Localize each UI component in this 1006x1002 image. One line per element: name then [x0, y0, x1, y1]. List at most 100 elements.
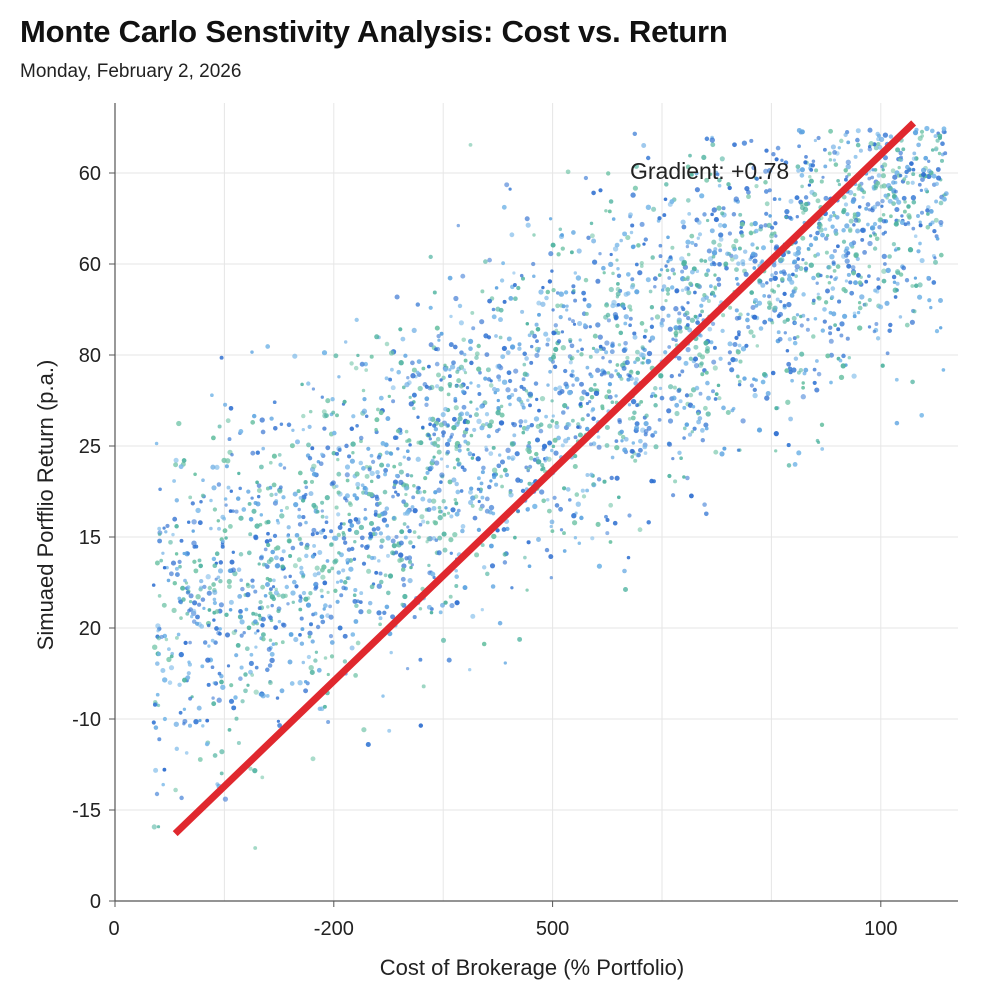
data-point [348, 502, 353, 508]
data-point [643, 451, 648, 455]
data-point [924, 125, 930, 132]
data-point [601, 356, 605, 360]
data-point [335, 413, 339, 418]
data-point [499, 404, 504, 409]
data-point [536, 459, 542, 465]
data-point [287, 539, 292, 544]
data-point [488, 543, 494, 549]
data-point [479, 404, 484, 409]
data-point [762, 294, 767, 298]
data-point [155, 623, 161, 629]
data-point [828, 331, 833, 336]
data-point [787, 273, 792, 278]
data-point [867, 240, 873, 247]
data-point [718, 248, 723, 253]
data-point [294, 439, 301, 445]
data-point [573, 454, 578, 459]
data-point [718, 356, 723, 361]
data-point [667, 441, 673, 447]
data-point [566, 436, 571, 441]
data-point [796, 246, 802, 252]
data-point [398, 360, 404, 366]
data-point [703, 422, 709, 428]
data-point [453, 396, 458, 401]
data-point [460, 465, 465, 470]
data-point [662, 213, 667, 218]
data-point [849, 290, 855, 296]
data-point [919, 210, 925, 215]
data-point [617, 417, 622, 423]
data-point [419, 514, 425, 520]
data-point [475, 456, 481, 462]
data-point [465, 419, 471, 425]
data-point [735, 349, 741, 355]
data-point [653, 285, 657, 289]
data-point [401, 385, 406, 390]
data-point [554, 503, 560, 508]
data-point [460, 389, 466, 394]
data-point [598, 252, 602, 256]
data-point [784, 208, 790, 215]
data-point [449, 435, 453, 439]
data-point [698, 313, 703, 318]
data-point [911, 199, 917, 205]
data-point [871, 168, 875, 172]
data-point [438, 610, 443, 615]
data-point [451, 360, 456, 366]
data-point [211, 435, 216, 441]
data-point [851, 373, 857, 379]
data-point [256, 494, 261, 499]
data-point [844, 246, 850, 251]
data-point [867, 144, 872, 149]
data-point [684, 310, 690, 316]
data-point [418, 657, 423, 662]
data-point [732, 142, 737, 148]
data-point [832, 150, 837, 155]
data-point [933, 217, 939, 223]
data-point [228, 509, 233, 513]
data-point [171, 532, 175, 537]
data-point [912, 309, 917, 314]
data-point [427, 386, 432, 391]
data-point [541, 498, 547, 504]
data-point [548, 251, 554, 257]
data-point [526, 540, 531, 545]
data-point [750, 242, 755, 247]
data-point [206, 682, 211, 687]
data-point [224, 536, 228, 540]
data-point [496, 374, 502, 380]
data-point [480, 543, 485, 548]
data-point [830, 224, 835, 229]
data-point [663, 350, 668, 355]
data-point [369, 470, 375, 477]
data-point [549, 519, 555, 525]
data-point [686, 315, 691, 321]
data-point [432, 423, 437, 428]
data-point [361, 466, 366, 471]
data-point [902, 209, 907, 214]
data-point [219, 771, 224, 776]
data-point [190, 614, 194, 619]
data-point [421, 366, 426, 371]
data-point [432, 455, 436, 459]
data-point [855, 256, 860, 262]
data-point [316, 667, 322, 673]
data-point [711, 207, 717, 213]
data-point [615, 258, 619, 262]
data-point [926, 168, 932, 174]
data-point [713, 449, 719, 455]
data-point [537, 312, 541, 317]
data-point [279, 556, 284, 562]
data-point [765, 281, 769, 285]
data-point [253, 589, 258, 594]
data-point [441, 375, 446, 380]
data-point [752, 258, 758, 264]
data-point [397, 558, 403, 563]
data-point [782, 291, 787, 297]
data-point [453, 405, 459, 411]
data-point [598, 188, 603, 193]
data-point [385, 416, 391, 422]
data-point [730, 408, 735, 413]
data-point [588, 387, 594, 393]
data-point [650, 255, 655, 260]
